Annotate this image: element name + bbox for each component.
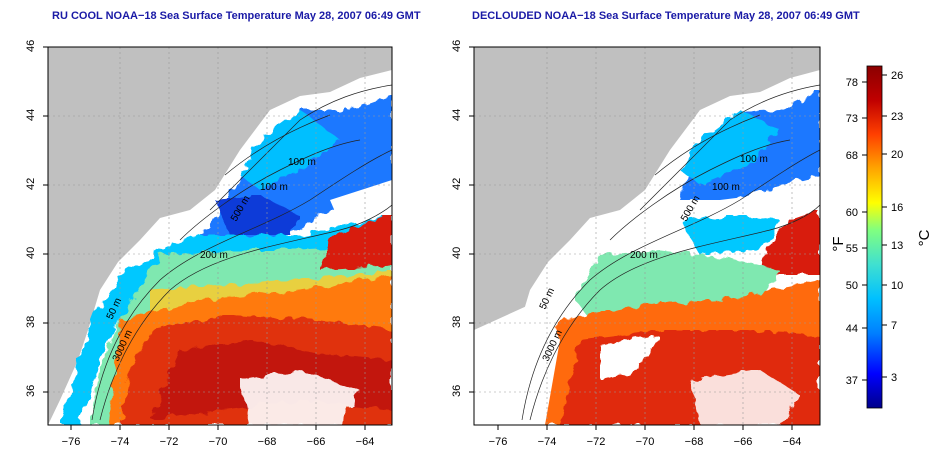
cloud-region — [474, 300, 560, 425]
lat-tick-label: 38 — [25, 316, 37, 328]
land-mass — [48, 47, 392, 425]
colorbar-f-label: 44 — [846, 323, 858, 335]
colorbar-f-label: 50 — [846, 280, 858, 292]
fahrenheit-unit-label: °F — [830, 236, 847, 251]
graticule — [48, 47, 392, 425]
lat-tick-label: 44 — [451, 109, 463, 121]
lon-tick-label: −72 — [587, 436, 606, 448]
colorbar-f-label: 37 — [846, 375, 858, 387]
colorbar-c-label: 7 — [891, 320, 897, 332]
colorbar — [866, 65, 883, 409]
colorbar-f-label: 60 — [846, 207, 858, 219]
colorbar-c-label: 13 — [891, 240, 903, 252]
lat-tick-label: 42 — [25, 178, 37, 190]
left-map-title: RU COOL NOAA−18 Sea Surface Temperature … — [52, 10, 421, 22]
lon-tick-label: −70 — [636, 436, 655, 448]
colorbar-ticks — [862, 74, 887, 381]
warm-core-region — [760, 210, 820, 275]
lon-tick-label: −74 — [538, 436, 557, 448]
colorbar-f-label: 55 — [846, 243, 858, 255]
lat-tick-label: 40 — [451, 247, 463, 259]
right-map-title: DECLOUDED NOAA−18 Sea Surface Temperatur… — [472, 10, 860, 22]
cloud-region — [240, 370, 360, 425]
lat-tick-label: 46 — [25, 40, 37, 52]
lon-tick-label: −74 — [111, 436, 130, 448]
colorbar-f-label: 68 — [846, 150, 858, 162]
bathymetry-contours — [91, 84, 392, 421]
lat-tick-label: 40 — [25, 247, 37, 259]
left-map-frame — [47, 46, 393, 426]
cool-water-region — [680, 110, 780, 185]
colorbar-c-label: 3 — [891, 372, 897, 384]
contour-label: 100 m — [260, 182, 288, 193]
colorbar-c-label: 23 — [891, 111, 903, 123]
graticule — [474, 47, 820, 425]
contour-label: 100 m — [740, 154, 768, 165]
cool-water-region — [240, 110, 340, 190]
lat-tick-label: 44 — [25, 109, 37, 121]
lat-tick-label: 36 — [451, 385, 463, 397]
celsius-unit-label: °C — [916, 229, 933, 246]
left-sst-map: 100 m 100 m 500 m 200 m 50 m 3000 m — [48, 47, 392, 425]
lon-tick-label: −76 — [62, 436, 81, 448]
lon-tick-label: −68 — [685, 436, 704, 448]
colorbar-c-label: 10 — [891, 280, 903, 292]
warm-core-region — [320, 215, 392, 270]
lon-tick-label: −70 — [209, 436, 228, 448]
colorbar-f-label: 78 — [846, 77, 858, 89]
colorbar-c-label: 20 — [891, 149, 903, 161]
right-map-frame — [473, 46, 821, 426]
lat-tick-label: 36 — [25, 385, 37, 397]
lon-tick-label: −66 — [734, 436, 753, 448]
contour-label: 100 m — [288, 157, 316, 168]
cloud-region — [600, 335, 660, 380]
lat-tick-label: 38 — [451, 316, 463, 328]
contour-label: 100 m — [712, 182, 740, 193]
lon-tick-label: −64 — [356, 436, 375, 448]
lat-tick-label: 46 — [451, 40, 463, 52]
lon-tick-label: −76 — [489, 436, 508, 448]
lon-tick-label: −64 — [783, 436, 802, 448]
land-mass — [474, 47, 820, 425]
lat-tick-label: 42 — [451, 178, 463, 190]
lon-tick-label: −68 — [258, 436, 277, 448]
lon-tick-label: −66 — [307, 436, 326, 448]
contour-label: 200 m — [630, 250, 658, 261]
colorbar-c-label: 26 — [891, 70, 903, 82]
axis-ticks — [43, 46, 793, 430]
colorbar-c-label: 16 — [891, 202, 903, 214]
lon-tick-label: −72 — [160, 436, 179, 448]
colorbar-f-label: 73 — [846, 113, 858, 125]
darkblue-water-region — [215, 195, 300, 235]
right-sst-map: 100 m 100 m 500 m 200 m 50 m 3000 m — [474, 47, 820, 425]
cloud-region — [690, 370, 800, 425]
contour-label: 200 m — [200, 250, 228, 261]
